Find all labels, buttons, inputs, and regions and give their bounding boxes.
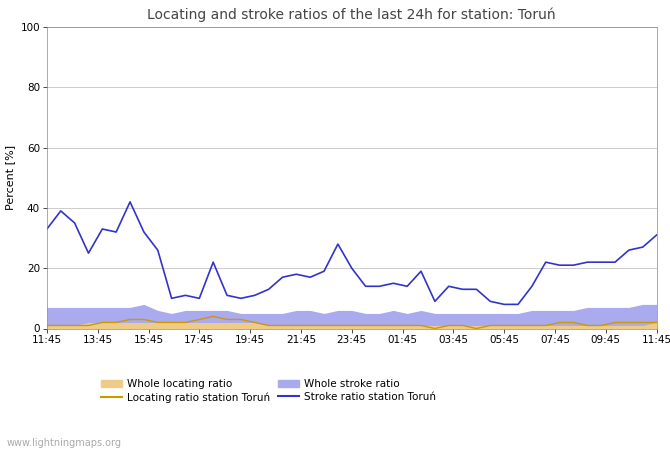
Text: www.lightningmaps.org: www.lightningmaps.org	[7, 438, 122, 448]
Legend: Whole locating ratio, Locating ratio station Toruń, Whole stroke ratio, Stroke r: Whole locating ratio, Locating ratio sta…	[101, 379, 436, 403]
Y-axis label: Percent [%]: Percent [%]	[5, 145, 15, 210]
Title: Locating and stroke ratios of the last 24h for station: Toruń: Locating and stroke ratios of the last 2…	[147, 7, 556, 22]
